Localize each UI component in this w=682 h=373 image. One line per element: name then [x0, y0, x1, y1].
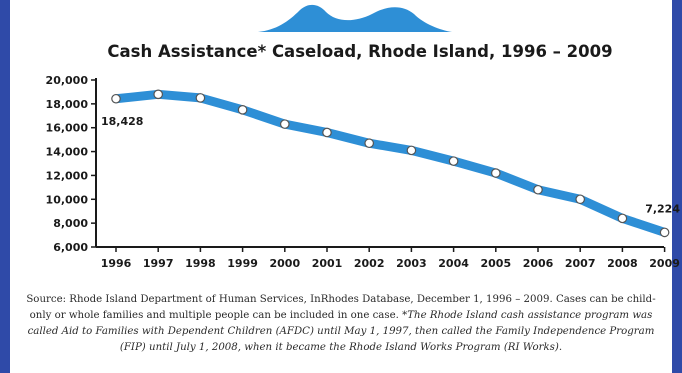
x-tick-label: 2003 [396, 257, 427, 270]
data-point [322, 127, 332, 138]
x-tick-label: 2004 [438, 257, 469, 270]
data-point [575, 194, 585, 205]
caseload-line [111, 89, 670, 237]
data-point [195, 93, 206, 103]
wave-logo-icon [258, 4, 452, 33]
y-tick-label: 16,000 [46, 122, 89, 135]
y-tick-label: 6,000 [53, 241, 88, 254]
y-tick-label: 8,000 [53, 217, 88, 230]
x-tick-label: 2009 [649, 257, 680, 270]
x-tick-label: 1996 [101, 257, 132, 270]
x-tick-label: 2001 [312, 257, 343, 270]
source-note: Source: Rhode Island Department of Human… [18, 292, 664, 356]
x-tick-label: 2006 [523, 257, 554, 270]
source-text: Source: Rhode Island Department of Human… [26, 294, 656, 321]
chart-title: Cash Assistance* Caseload, Rhode Island,… [107, 42, 612, 61]
y-tick-label: 14,000 [46, 146, 89, 159]
data-label: 7,224 [645, 202, 680, 215]
x-tick-label: 1999 [227, 257, 258, 270]
data-point [111, 93, 121, 104]
y-tick-label: 10,000 [46, 193, 89, 206]
x-tick-label: 2005 [480, 257, 511, 270]
data-point [237, 105, 248, 115]
series-line: 18,428 7,224 [101, 89, 680, 238]
data-point [448, 156, 459, 166]
x-axis: 1996 1997 1998 1999 2000 2001 2002 2003 2004 2005… [96, 246, 680, 270]
y-axis: 20,000 18,000 16,000 14,000 12,000 10,000 8,00… [46, 74, 97, 254]
data-point [364, 138, 374, 149]
x-tick-label: 2007 [565, 257, 596, 270]
x-tick-label: 2008 [607, 257, 638, 270]
x-tick-label: 1998 [185, 257, 216, 270]
x-tick-label: 1997 [143, 257, 174, 270]
data-point [279, 119, 290, 129]
data-point [659, 227, 670, 238]
data-point [406, 145, 417, 156]
data-label: 18,428 [101, 115, 143, 128]
y-tick-label: 20,000 [46, 74, 89, 87]
x-tick-label: 2002 [354, 257, 385, 270]
y-tick-label: 18,000 [46, 98, 89, 111]
data-point [153, 89, 163, 100]
data-point [533, 184, 543, 195]
x-tick-label: 2000 [269, 257, 300, 270]
program-note: *The Rhode Island cash assistance progra… [27, 310, 655, 353]
y-tick-label: 12,000 [46, 169, 89, 182]
data-point [490, 168, 501, 178]
data-point [617, 213, 628, 224]
